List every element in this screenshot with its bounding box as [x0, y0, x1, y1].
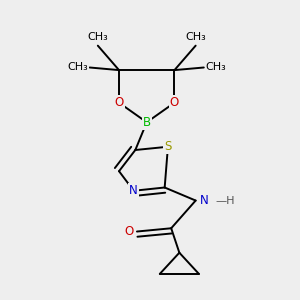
Text: N: N [200, 194, 208, 207]
Text: CH₃: CH₃ [185, 32, 206, 41]
Text: CH₃: CH₃ [88, 32, 108, 41]
Text: CH₃: CH₃ [206, 62, 226, 73]
Text: S: S [164, 140, 172, 153]
Text: O: O [170, 96, 179, 109]
Text: B: B [143, 116, 151, 129]
Text: O: O [124, 225, 134, 238]
Text: N: N [129, 184, 138, 197]
Text: CH₃: CH₃ [67, 62, 88, 73]
Text: —H: —H [216, 196, 236, 206]
Text: O: O [114, 96, 124, 109]
